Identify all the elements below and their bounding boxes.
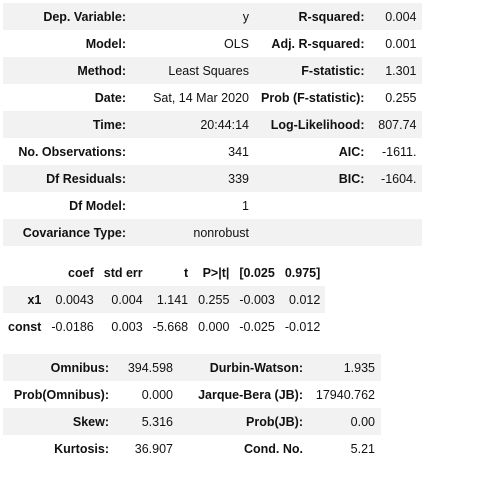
std-err-value: 0.003 [111, 319, 143, 334]
t-value: -5.668 [152, 319, 189, 334]
variable-name: const [8, 319, 42, 334]
summary-row: Df Residuals: 339 BIC: -1604. [3, 165, 423, 192]
summary-row: Model: OLS Adj. R-squared: 0.001 [3, 30, 423, 57]
summary-label: Method: [77, 63, 126, 78]
coef-header: coef [68, 265, 94, 280]
diagnostics-value: 0.00 [350, 414, 375, 429]
summary-value: 339 [228, 171, 249, 186]
summary-row: Method: Least Squares F-statistic: 1.301 [3, 57, 423, 84]
summary-value: y [242, 9, 249, 24]
coef-header: t [183, 265, 189, 280]
summary-value: 0.255 [385, 90, 417, 105]
coef-header: 0.975] [284, 265, 321, 280]
summary-value [370, 219, 422, 246]
summary-value: 341 [228, 144, 249, 159]
coef-value: -0.0186 [51, 319, 94, 334]
summary-label: Adj. R-squared: [271, 36, 365, 51]
diagnostics-row: Prob(Omnibus): 0.000 Jarque-Bera (JB): 1… [3, 381, 381, 408]
summary-value: 0.001 [385, 36, 417, 51]
summary-label: Df Residuals: [46, 171, 126, 186]
ci-upper: -0.012 [284, 319, 321, 334]
summary-label: Dep. Variable: [43, 9, 126, 24]
summary-row: Time: 20:44:14 Log-Likelihood: 807.74 [3, 111, 423, 138]
diagnostics-value: 5.316 [141, 414, 173, 429]
coef-header: std err [103, 265, 143, 280]
diagnostics-value: 17940.762 [315, 387, 375, 402]
summary-row: Covariance Type: nonrobust [3, 219, 423, 246]
summary-value: -1611. [381, 144, 417, 159]
coef-header: [0.025 [239, 265, 275, 280]
summary-label: R-squared: [298, 9, 365, 24]
summary-row: Date: Sat, 14 Mar 2020 Prob (F-statistic… [3, 84, 423, 111]
summary-value: 20:44:14 [200, 117, 249, 132]
summary-label: Log-Likelihood: [270, 117, 365, 132]
diagnostics-row: Omnibus: 394.598 Durbin-Watson: 1.935 [3, 354, 381, 381]
summary-label: BIC: [338, 171, 365, 186]
coef-header [3, 259, 46, 286]
summary-value: 1.301 [385, 63, 417, 78]
t-value: 1.141 [156, 292, 189, 307]
diagnostics-value: 0.000 [141, 387, 173, 402]
diagnostics-label: Prob(JB): [246, 414, 303, 429]
summary-row: No. Observations: 341 AIC: -1611. [3, 138, 423, 165]
summary-label: Model: [85, 36, 126, 51]
table-row: const -0.0186 0.003 -5.668 0.000 -0.025 … [3, 313, 326, 340]
diagnostics-value: 1.935 [343, 360, 375, 375]
summary-label: F-statistic: [301, 63, 365, 78]
summary-label: Time: [92, 117, 126, 132]
summary-label [255, 219, 370, 246]
p-value: 0.255 [198, 292, 230, 307]
diagnostics-value: 394.598 [127, 360, 173, 375]
ci-upper: 0.012 [289, 292, 321, 307]
diagnostics-table: Omnibus: 394.598 Durbin-Watson: 1.935 Pr… [3, 354, 381, 462]
diagnostics-value: 36.907 [134, 441, 173, 456]
summary-label [255, 192, 370, 219]
summary-label: AIC: [338, 144, 365, 159]
diagnostics-label: Omnibus: [50, 360, 109, 375]
summary-value: 1 [242, 198, 249, 213]
summary-value: Sat, 14 Mar 2020 [153, 90, 249, 105]
model-summary-table: Dep. Variable: y R-squared: 0.004 Model:… [3, 3, 423, 246]
summary-label: No. Observations: [18, 144, 126, 159]
summary-label: Df Model: [69, 198, 126, 213]
summary-value [370, 192, 422, 219]
summary-value: Least Squares [168, 63, 249, 78]
diagnostics-label: Jarque-Bera (JB): [198, 387, 303, 402]
diagnostics-row: Skew: 5.316 Prob(JB): 0.00 [3, 408, 381, 435]
summary-label: Prob (F-statistic): [261, 90, 365, 105]
summary-label: Covariance Type: [22, 225, 126, 240]
summary-label: Date: [94, 90, 126, 105]
summary-value: 807.74 [378, 117, 417, 132]
summary-row: Dep. Variable: y R-squared: 0.004 [3, 3, 423, 30]
diagnostics-row: Kurtosis: 36.907 Cond. No. 5.21 [3, 435, 381, 462]
std-err-value: 0.004 [111, 292, 143, 307]
p-value: 0.000 [198, 319, 230, 334]
ci-lower: -0.025 [239, 319, 275, 334]
coefficients-table: coef std err t P>|t| [0.025 0.975] x1 0.… [3, 259, 326, 340]
summary-value: 0.004 [385, 9, 417, 24]
summary-value: OLS [223, 36, 249, 51]
variable-name: x1 [27, 292, 42, 307]
diagnostics-label: Durbin-Watson: [209, 360, 303, 375]
diagnostics-label: Skew: [72, 414, 109, 429]
diagnostics-label: Kurtosis: [54, 441, 109, 456]
coef-value: 0.0043 [55, 292, 94, 307]
diagnostics-label: Cond. No. [243, 441, 303, 456]
coef-header-row: coef std err t P>|t| [0.025 0.975] [3, 259, 326, 286]
coef-header: P>|t| [202, 265, 230, 280]
summary-value: nonrobust [193, 225, 249, 240]
table-row: x1 0.0043 0.004 1.141 0.255 -0.003 0.012 [3, 286, 326, 313]
diagnostics-value: 5.21 [350, 441, 375, 456]
summary-value: -1604. [381, 171, 417, 186]
ci-lower: -0.003 [239, 292, 275, 307]
diagnostics-label: Prob(Omnibus): [13, 387, 109, 402]
summary-row: Df Model: 1 [3, 192, 423, 219]
